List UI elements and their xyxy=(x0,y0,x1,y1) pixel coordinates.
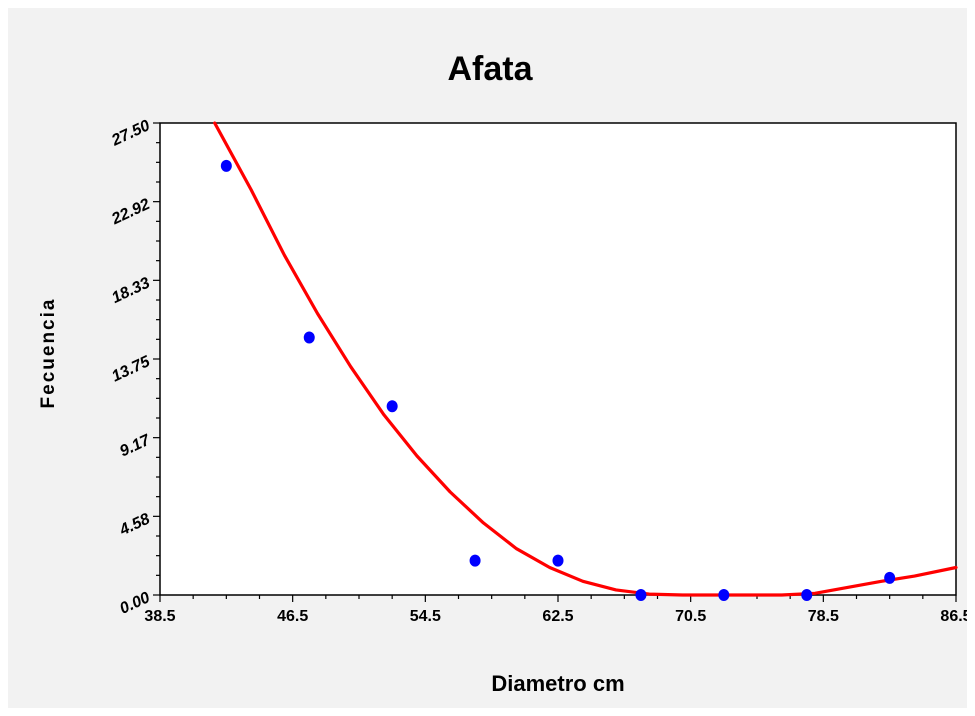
data-point xyxy=(884,571,896,584)
data-point xyxy=(469,554,481,567)
data-point xyxy=(552,554,564,567)
x-axis: 38.5 46.5 54.5 62.5 70.5 78.5 86.5 xyxy=(144,595,967,625)
x-tick-label: 54.5 xyxy=(410,608,441,625)
data-point xyxy=(220,159,232,172)
data-point xyxy=(801,589,813,601)
data-points-group xyxy=(220,159,896,601)
fit-curve-line xyxy=(213,121,958,597)
y-tick-label: 9.17 xyxy=(117,431,153,460)
x-axis-label: Diametro cm xyxy=(491,671,624,696)
plot-area xyxy=(159,122,957,596)
x-tick-label: 78.5 xyxy=(808,608,839,625)
x-tick-label: 70.5 xyxy=(675,608,706,625)
fit-curve-group xyxy=(213,121,958,597)
x-tick-label: 46.5 xyxy=(277,608,308,625)
y-tick-label: 18.33 xyxy=(109,275,153,307)
y-tick-label: 13.75 xyxy=(109,353,153,386)
data-point xyxy=(386,400,398,413)
y-axis-label: Fecuencia xyxy=(38,298,59,409)
data-point xyxy=(635,589,647,601)
y-tick-label: 4.58 xyxy=(116,511,152,540)
y-tick-label: 22.92 xyxy=(108,196,152,229)
chart-title: Afata xyxy=(447,50,533,88)
x-tick-label: 62.5 xyxy=(542,608,573,625)
data-point xyxy=(718,589,730,601)
y-tick-label: 27.50 xyxy=(108,117,152,150)
data-point xyxy=(303,331,315,344)
x-tick-label: 38.5 xyxy=(144,608,175,625)
x-tick-label: 86.5 xyxy=(940,608,967,625)
chart-panel: Afata 0.00 4.58 9.17 13.75 18.33 22.92 27.50 3… xyxy=(8,8,967,708)
